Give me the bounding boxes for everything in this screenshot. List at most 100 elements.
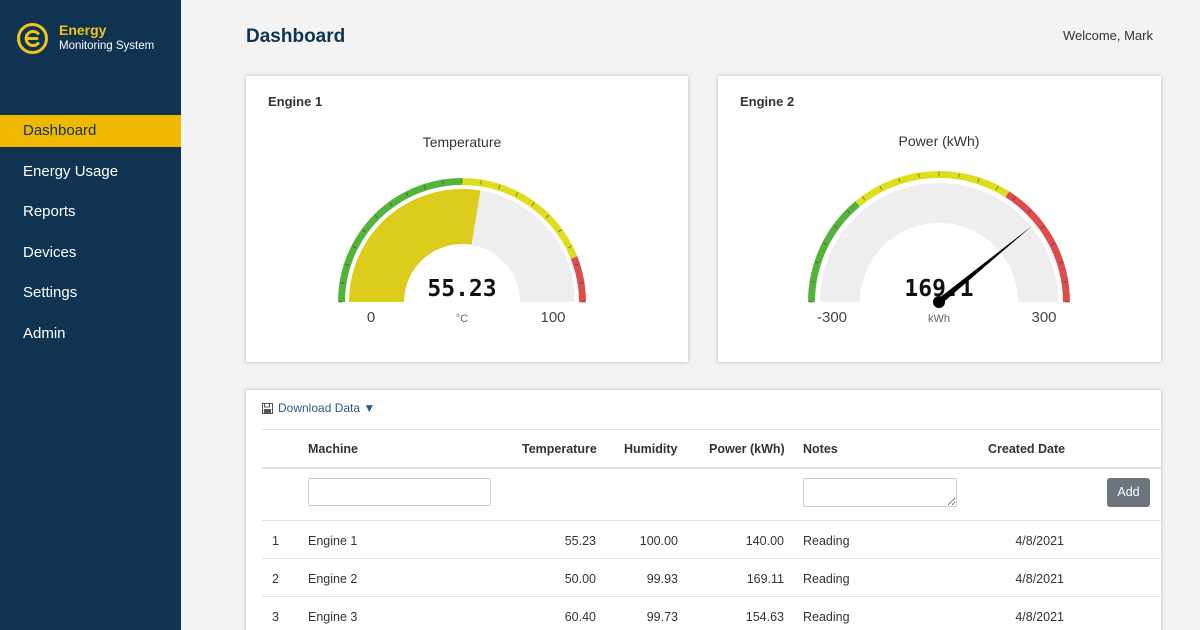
row-index: 2 [272,572,279,586]
brand-subtitle: Monitoring System [59,40,155,52]
gauge-tick [995,185,999,190]
header-created-date[interactable]: Created Date [988,442,1066,456]
sidebar-item-admin[interactable]: Admin [23,324,66,342]
row-power: 169.11 [746,572,784,586]
gauge-min-label: 0 [367,309,375,326]
sidebar-item-energy-usage[interactable]: Energy Usage [23,162,119,180]
gauge-max-label: 100 [540,309,565,326]
temperature-gauge: Temperature 55.23 °C 0 100 [338,134,586,326]
row-index: 1 [272,534,279,548]
gauge-tick [862,196,866,201]
gauge-min-label: -300 [817,309,847,326]
sidebar-item-dashboard[interactable]: Dashboard [0,115,181,147]
gauge-tick [898,178,901,183]
sidebar-item-devices[interactable]: Devices [23,243,77,261]
gauge-title: Temperature [423,134,502,150]
gauge-tick [1058,261,1063,264]
gauge-color-band [462,178,578,259]
gauge-tick [374,214,379,219]
gauge-tick [1051,242,1056,246]
download-data-button[interactable]: Download Data ▼ [262,401,375,415]
row-index: 3 [272,610,279,624]
gauge-tick [833,225,838,229]
gauge-track [820,183,1058,302]
gauge-needle-hub [933,296,945,308]
row-notes: Reading [803,610,850,624]
gauge-tick [340,282,345,284]
gauge-tick [575,263,580,266]
gauge-color-band [808,201,860,302]
notes-filter-input[interactable] [803,478,957,507]
download-label: Download Data ▼ [278,401,376,415]
header-machine[interactable]: Machine [308,442,359,456]
card-title: Engine 1 [268,94,323,109]
brand[interactable]: Energy Monitoring System [16,22,154,55]
gauge-tick [442,180,444,185]
gauge-tick [423,184,426,189]
gauge-value: 55.23 [427,276,496,302]
gauge-tick [1012,196,1016,201]
gauge-title: Power (kWh) [899,133,980,149]
row-humidity: 99.93 [646,572,678,586]
row-temperature: 50.00 [564,572,596,586]
header-humidity[interactable]: Humidity [624,442,678,456]
gauge-color-band [855,171,1010,207]
sidebar: Energy Monitoring System Dashboard Energ… [0,0,181,630]
row-machine: Engine 3 [308,610,358,624]
gauge-tick [362,229,367,233]
brand-title: Energy [59,22,107,38]
gauge-color-band [1005,191,1070,302]
gauge-tick [1040,225,1045,229]
divider [262,596,1161,597]
gauge-tick [815,261,820,264]
gauge-tick [480,180,482,185]
header-notes[interactable]: Notes [803,442,838,456]
engine-1-card: Engine 1 Temperature 55.23 °C 0 100 [246,76,688,362]
row-notes: Reading [803,572,850,586]
row-notes: Reading [803,534,850,548]
row-created-date: 4/8/2021 [1015,610,1064,624]
gauge-tick [567,245,572,249]
row-machine: Engine 2 [308,572,358,586]
row-humidity: 100.00 [639,534,678,548]
gauge-tick [557,229,562,233]
gauge-tick [515,192,519,197]
row-created-date: 4/8/2021 [1015,534,1064,548]
gauge-tick [918,173,920,178]
page-title: Dashboard [246,26,346,47]
header-power[interactable]: Power (kWh) [709,442,785,456]
gauge-tick [579,282,584,284]
row-machine: Engine 1 [308,534,358,548]
gauge-tick [810,281,815,283]
gauge-color-band [570,256,586,302]
divider [262,467,1161,469]
gauge-tick [1027,209,1032,214]
row-power: 140.00 [745,534,784,548]
welcome-message: Welcome, Mark [1062,28,1153,43]
gauge-needle [937,225,1033,305]
gauge-tick [846,209,851,214]
gauge-tick [531,202,535,207]
card-title: Engine 2 [740,94,795,109]
row-power: 154.63 [745,610,784,624]
energy-logo-icon [17,23,48,54]
machine-filter-input[interactable] [308,478,491,506]
gauge-tick [405,192,409,197]
sidebar-item-settings[interactable]: Settings [23,284,78,301]
gauge-unit: °C [456,313,468,325]
divider [262,520,1161,521]
sidebar-nav: Dashboard Energy Usage Reports Devices S… [0,115,181,358]
save-icon [262,402,273,414]
row-temperature: 60.40 [564,610,596,624]
gauge-max-label: 300 [1031,309,1056,326]
add-button[interactable]: Add [1107,478,1150,507]
gauge-tick [958,173,960,178]
divider [262,429,1161,430]
engine-2-card: Engine 2 Power (kWh) 169.1 kWh -300 300 [718,76,1161,362]
sidebar-item-reports[interactable]: Reports [23,203,76,220]
header-temperature[interactable]: Temperature [522,442,597,456]
gauge-tick [822,242,827,246]
gauge-tick [389,202,393,207]
gauge-tick [1063,281,1068,283]
